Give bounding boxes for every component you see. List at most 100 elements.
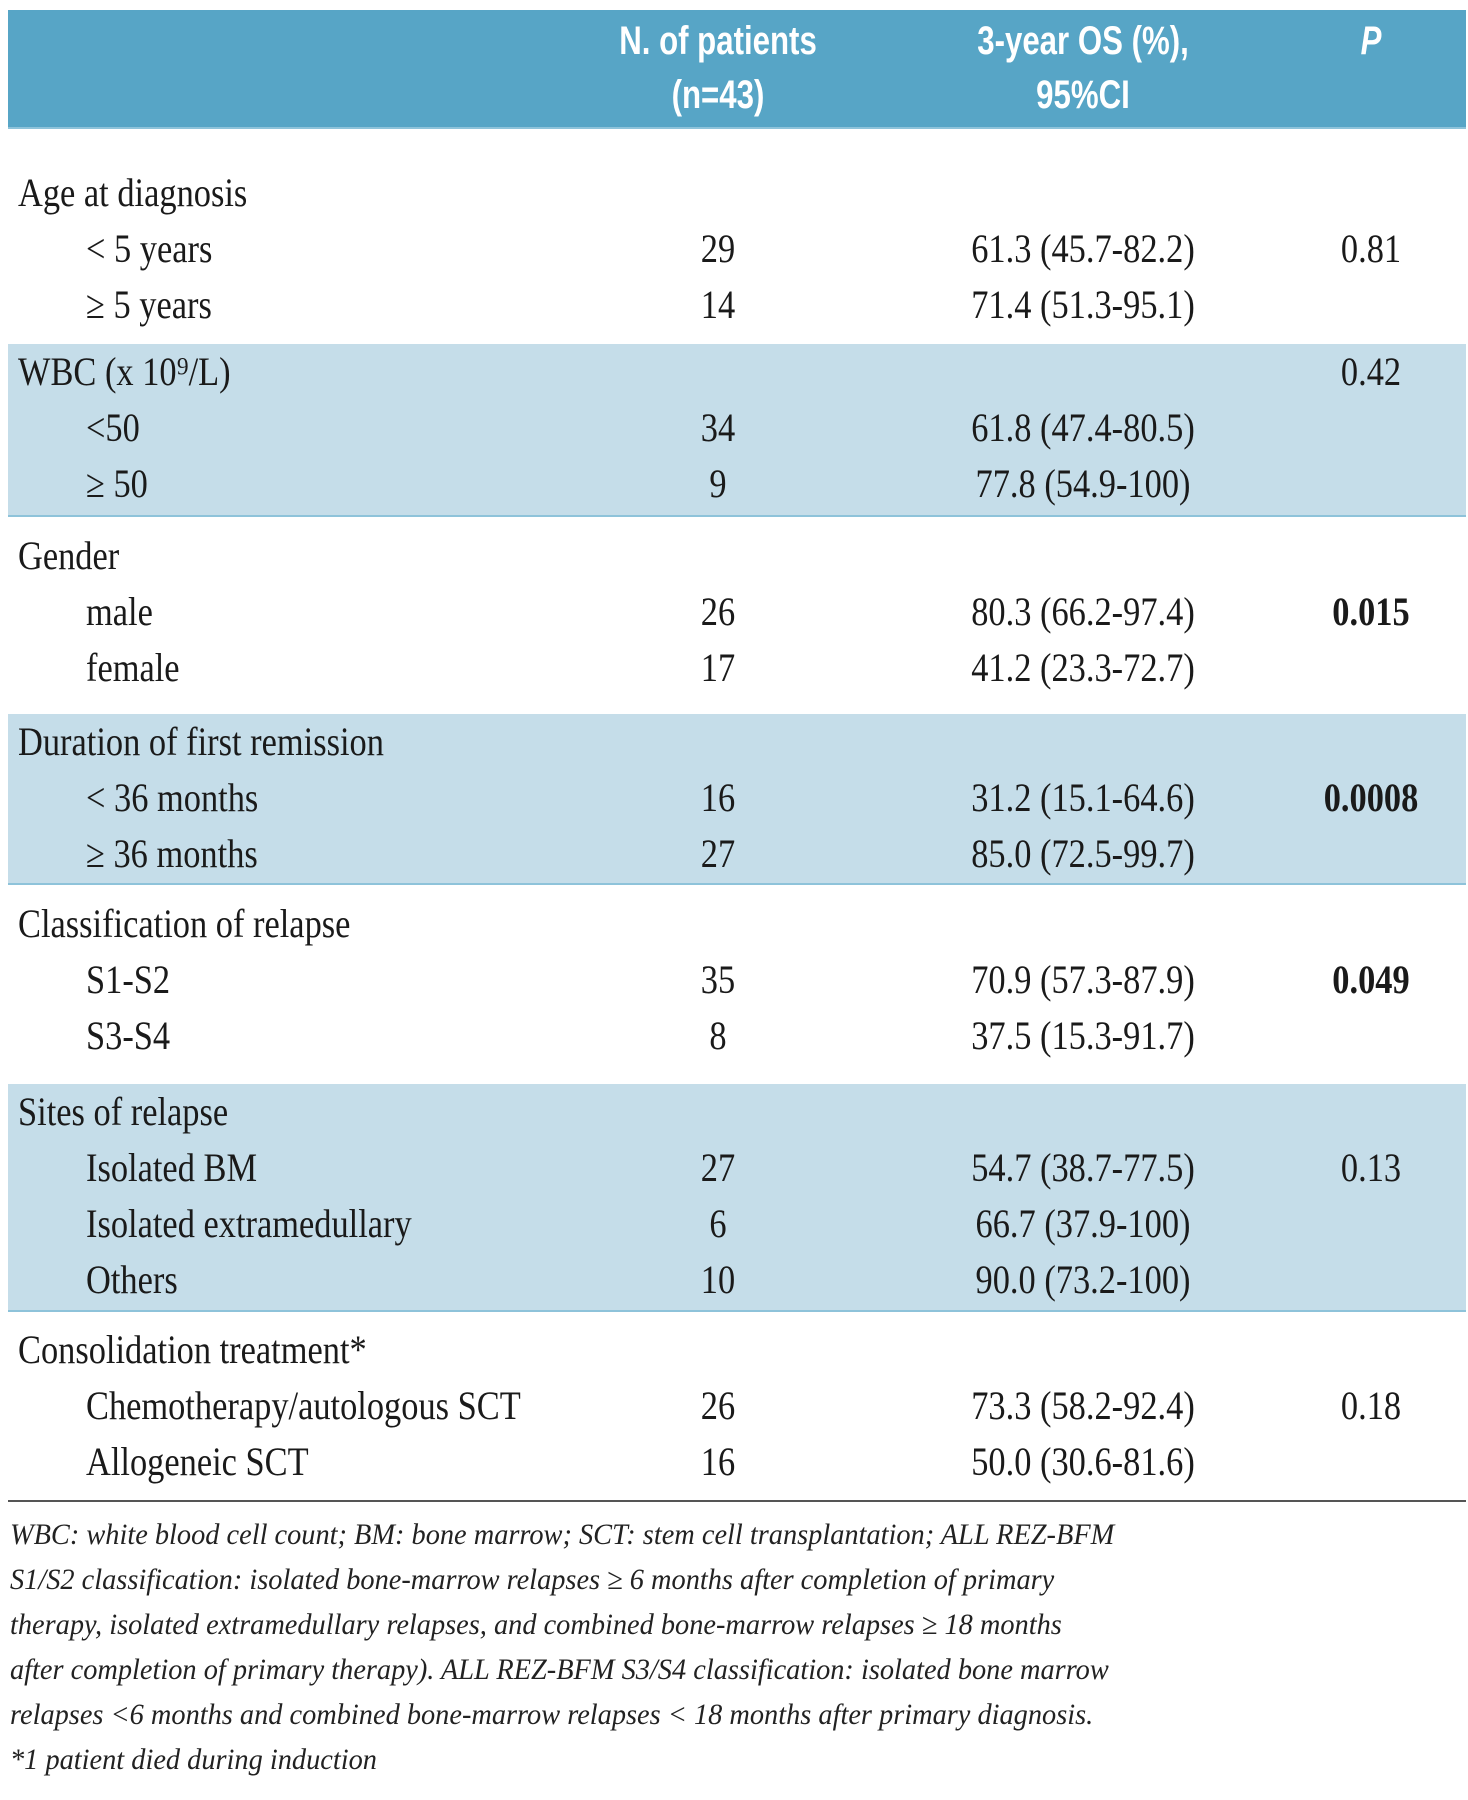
p-value: 0.81: [1340, 226, 1402, 271]
n-patients: 26: [700, 1383, 736, 1428]
group-label: Gender: [18, 533, 120, 578]
group-header-row: Gender: [8, 528, 1466, 584]
table-group: Age at diagnosis < 5 years 29 61.3 (45.7-82…: [8, 129, 1466, 344]
os-ci: 50.0 (30.6-81.6): [971, 1439, 1195, 1484]
p-value: 0.13: [1340, 1145, 1402, 1190]
table-row: ≥ 50 9 77.8 (54.9-100): [8, 456, 1466, 512]
n-patients: 29: [700, 226, 736, 271]
n-patients: 14: [700, 282, 736, 327]
row-label: S1-S2: [86, 957, 171, 1002]
footnote-divider: [8, 1500, 1466, 1502]
row-label: Others: [86, 1257, 178, 1302]
table-group: Gender male 26 80.3 (66.2-97.4) 0.015 female 1…: [8, 517, 1466, 714]
row-label: ≥ 36 months: [86, 831, 258, 876]
n-patients: 16: [700, 775, 736, 820]
table-row: < 5 years 29 61.3 (45.7-82.2) 0.81: [8, 221, 1466, 277]
table-group: Consolidation treatment* Chemotherapy/aut…: [8, 1312, 1466, 1510]
header-n-line2: (n=43): [671, 73, 765, 117]
os-ci: 90.0 (73.2-100): [975, 1257, 1191, 1302]
table-row: < 36 months 16 31.2 (15.1-64.6) 0.0008: [8, 770, 1466, 826]
os-ci: 73.3 (58.2-92.4): [971, 1383, 1195, 1428]
table-header: N. of patients (n=43) 3-year OS (%), 95%…: [8, 10, 1466, 129]
n-patients: 6: [709, 1201, 727, 1246]
row-label: < 36 months: [86, 775, 259, 820]
group-header-row: WBC (x 10⁹/L) 0.42: [8, 344, 1466, 400]
table-row: S1-S2 35 70.9 (57.3-87.9) 0.049: [8, 952, 1466, 1008]
table-row: <50 34 61.8 (47.4-80.5): [8, 400, 1466, 456]
footnote-line: *1 patient died during induction: [10, 1743, 377, 1776]
group-label: Classification of relapse: [18, 901, 351, 946]
table-row: Allogeneic SCT 16 50.0 (30.6-81.6): [8, 1434, 1466, 1490]
n-patients: 34: [700, 405, 736, 450]
row-label: Chemotherapy/autologous SCT: [86, 1383, 521, 1428]
table-row: female 17 41.2 (23.3-72.7): [8, 640, 1466, 696]
group-label: WBC (x 10⁹/L): [18, 349, 231, 394]
row-label: male: [86, 589, 153, 634]
group-label: Sites of relapse: [18, 1089, 229, 1134]
footnote-line: S1/S2 classification: isolated bone-marr…: [10, 1563, 1055, 1596]
os-ci: 70.9 (57.3-87.9): [971, 957, 1195, 1002]
os-ci: 61.8 (47.4-80.5): [971, 405, 1195, 450]
group-header-row: Duration of first remission: [8, 714, 1466, 770]
header-n-line1: N. of patients: [619, 19, 817, 63]
table-row: Others 10 90.0 (73.2-100): [8, 1252, 1466, 1308]
table-group: Duration of first remission < 36 months 16…: [8, 714, 1466, 885]
n-patients: 17: [700, 645, 736, 690]
os-ci: 71.4 (51.3-95.1): [971, 282, 1195, 327]
n-patients: 9: [709, 461, 727, 506]
table-group: Sites of relapse Isolated BM 27 54.7 (38.7-…: [8, 1084, 1466, 1312]
n-patients: 27: [700, 1145, 736, 1190]
os-ci: 37.5 (15.3-91.7): [971, 1013, 1195, 1058]
os-ci: 66.7 (37.9-100): [975, 1201, 1191, 1246]
table-row: S3-S4 8 37.5 (15.3-91.7): [8, 1008, 1466, 1064]
group-header-row: Classification of relapse: [8, 896, 1466, 952]
os-ci: 80.3 (66.2-97.4): [971, 589, 1195, 634]
survival-table: N. of patients (n=43) 3-year OS (%), 95%…: [8, 10, 1466, 1510]
table-row: Chemotherapy/autologous SCT 26 73.3 (58.2-…: [8, 1378, 1466, 1434]
table-body: Age at diagnosis < 5 years 29 61.3 (45.7-82…: [8, 129, 1466, 1510]
n-patients: 26: [700, 589, 736, 634]
footnote-line: WBC: white blood cell count; BM: bone ma…: [10, 1518, 1115, 1551]
p-value: 0.18: [1340, 1383, 1402, 1428]
os-ci: 77.8 (54.9-100): [975, 461, 1191, 506]
group-label: Age at diagnosis: [18, 170, 248, 215]
os-ci: 41.2 (23.3-72.7): [971, 645, 1195, 690]
table-group: WBC (x 10⁹/L) 0.42 <50 34 61.8 (47.4-80.5) ≥ …: [8, 344, 1466, 517]
table-row: male 26 80.3 (66.2-97.4) 0.015: [8, 584, 1466, 640]
group-header-row: Sites of relapse: [8, 1084, 1466, 1140]
footnote: WBC: white blood cell count; BM: bone ma…: [10, 1512, 1399, 1782]
table-row: ≥ 5 years 14 71.4 (51.3-95.1): [8, 277, 1466, 333]
header-os: 3-year OS (%), 95%CI: [962, 14, 1204, 122]
header-os-line1: 3-year OS (%),: [977, 19, 1189, 63]
os-ci: 31.2 (15.1-64.6): [971, 775, 1195, 820]
header-os-line2: 95%CI: [1036, 73, 1130, 117]
row-label: < 5 years: [86, 226, 213, 271]
row-label: Allogeneic SCT: [86, 1439, 309, 1484]
row-label: <50: [86, 405, 140, 450]
os-ci: 85.0 (72.5-99.7): [971, 831, 1195, 876]
header-p: P: [1360, 19, 1382, 63]
row-label: ≥ 50: [86, 461, 148, 506]
row-label: S3-S4: [86, 1013, 171, 1058]
os-ci: 61.3 (45.7-82.2): [971, 226, 1195, 271]
table-row: Isolated BM 27 54.7 (38.7-77.5) 0.13: [8, 1140, 1466, 1196]
footnote-line: relapses <6 months and combined bone-mar…: [10, 1698, 1094, 1731]
table-row: Isolated extramedullary 6 66.7 (37.9-100): [8, 1196, 1466, 1252]
table-row: ≥ 36 months 27 85.0 (72.5-99.7): [8, 826, 1466, 882]
p-value: 0.015: [1332, 589, 1410, 634]
n-patients: 8: [709, 1013, 727, 1058]
group-label: Consolidation treatment*: [18, 1327, 367, 1372]
n-patients: 10: [700, 1257, 736, 1302]
row-label: Isolated BM: [86, 1145, 258, 1190]
table-group: Classification of relapse S1-S2 35 70.9 (57…: [8, 885, 1466, 1084]
p-value: 0.049: [1332, 957, 1410, 1002]
p-value: 0.0008: [1323, 775, 1419, 820]
header-n-patients: N. of patients (n=43): [601, 14, 835, 122]
row-label: ≥ 5 years: [86, 282, 212, 327]
group-label: Duration of first remission: [18, 719, 384, 764]
p-value: 0.42: [1340, 349, 1402, 394]
row-label: female: [86, 645, 180, 690]
n-patients: 16: [700, 1439, 736, 1484]
n-patients: 35: [700, 957, 736, 1002]
os-ci: 54.7 (38.7-77.5): [971, 1145, 1195, 1190]
